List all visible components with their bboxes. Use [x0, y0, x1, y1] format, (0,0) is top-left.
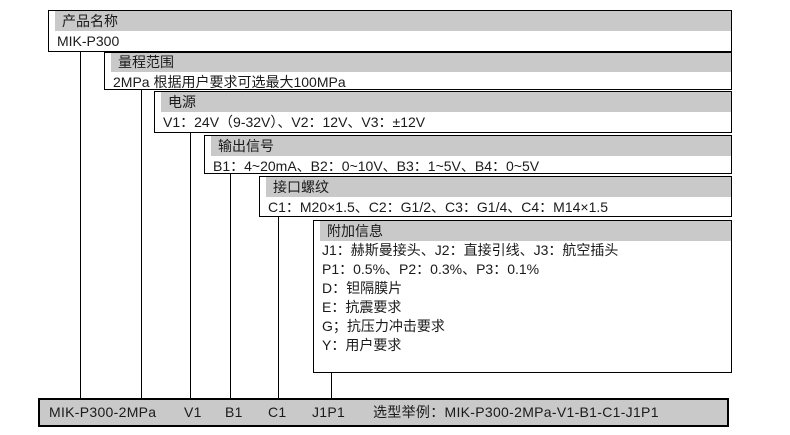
code-segment-product: MIK-P300-2MPa: [49, 404, 157, 420]
section-header: 输出信号: [211, 136, 731, 156]
section-value-line: Y：用户要求: [322, 337, 402, 353]
section-value-line: D：钽隔膜片: [322, 280, 403, 296]
connector-line: [190, 132, 192, 398]
section-range: 量程范围 2MPa 根据用户要求可选最大100MPa: [104, 52, 732, 90]
section-value-line: E：抗震要求: [322, 299, 402, 315]
code-example: 选型举例：MIK-P300-2MPa-V1-B1-C1-J1P1: [373, 404, 659, 420]
section-value-line: G；抗压力冲击要求: [322, 318, 445, 334]
code-segment-additional: J1P1: [312, 404, 346, 420]
section-value: V1：24V（9-32V）、V2：12V、V3：±12V: [163, 114, 426, 130]
section-header: 量程范围: [111, 53, 731, 72]
section-value: C1：M20×1.5、C2：G1/2、C3：G1/4、C4：M14×1.5: [268, 199, 609, 215]
code-segment-power: V1: [184, 404, 202, 420]
section-thread: 接口螺纹 C1：M20×1.5、C2：G1/2、C3：G1/4、C4：M14×1…: [259, 176, 732, 217]
section-value-line: P1：0.5%、P2：0.3%、P3：0.1%: [322, 261, 540, 277]
section-value: MIK-P300: [57, 33, 120, 49]
section-header: 附加信息: [320, 221, 731, 241]
code-segment-thread: C1: [268, 404, 287, 420]
section-header: 电源: [161, 92, 731, 112]
section-value: B1：4~20mA、B2：0~10V、B3：1~5V、B4：0~5V: [213, 158, 540, 174]
section-header: 接口螺纹: [266, 177, 731, 197]
section-power: 电源 V1：24V（9-32V）、V2：12V、V3：±12V: [154, 91, 732, 133]
connector-line: [230, 173, 232, 398]
connector-line: [80, 51, 82, 398]
section-value: 2MPa 根据用户要求可选最大100MPa: [113, 74, 346, 90]
connector-line: [278, 216, 280, 398]
connector-line: [331, 372, 333, 398]
model-code-bar: MIK-P300-2MPa V1 B1 C1 J1P1 选型举例：MIK-P30…: [38, 398, 729, 427]
section-output-signal: 输出信号 B1：4~20mA、B2：0~10V、B3：1~5V、B4：0~5V: [204, 135, 732, 174]
section-header: 产品名称: [55, 11, 731, 31]
connector-line: [141, 89, 143, 398]
section-additional-info: 附加信息 J1：赫斯曼接头、J2：直接引线、J3：航空插头 P1：0.5%、P2…: [313, 220, 732, 373]
section-product-name: 产品名称 MIK-P300: [48, 10, 732, 52]
code-segment-output: B1: [225, 404, 243, 420]
section-value-line: J1：赫斯曼接头、J2：直接引线、J3：航空插头: [322, 242, 619, 258]
